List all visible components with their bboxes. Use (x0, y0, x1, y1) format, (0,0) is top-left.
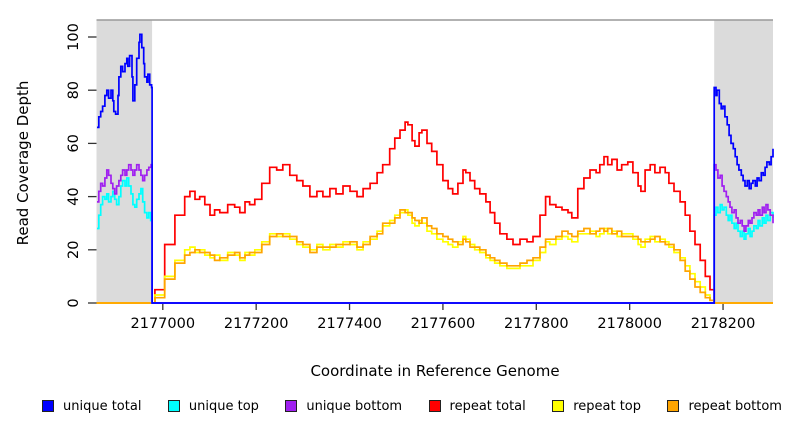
y-tick-label: 60 (66, 134, 82, 152)
series-line-repeat-total (96, 121, 773, 304)
legend-swatch-icon (167, 400, 180, 412)
legend-item-repeat-top: repeat top (552, 399, 641, 414)
legend-item-unique-bottom: unique bottom (285, 399, 402, 414)
y-tick-label: 80 (66, 81, 82, 99)
coverage-series-lines (96, 33, 774, 304)
legend-swatch-icon (667, 400, 680, 412)
series-line-unique-top (97, 177, 774, 304)
legend-item-unique-top: unique top (167, 398, 259, 414)
x-tick-label: 2177200 (224, 316, 289, 332)
legend-swatch-icon (552, 400, 565, 412)
x-tick-label: 2177600 (411, 316, 476, 332)
y-tick-label: 20 (66, 241, 82, 259)
shaded-region-right (714, 20, 773, 303)
axis-ticks: 0 20 40 60 80 100 2177000 2177200 2177400 2177600… (66, 23, 755, 332)
legend-label: repeat total (449, 398, 526, 414)
legend-label: unique top (188, 398, 259, 414)
y-axis-title: Read Coverage Depth (14, 80, 32, 246)
y-tick-label: 100 (66, 23, 82, 51)
legend-label: unique bottom (306, 398, 403, 414)
legend-label: repeat bottom (688, 398, 782, 414)
legend-item-unique-total: unique total (42, 399, 141, 414)
legend-label: repeat top (573, 398, 641, 414)
legend-item-repeat-bottom: repeat bottom (667, 399, 782, 414)
x-tick-label: 2178000 (597, 316, 662, 332)
x-axis-title: Coordinate in Reference Genome (310, 362, 560, 380)
series-line-unique-total (97, 33, 774, 304)
legend-swatch-icon (42, 400, 54, 412)
x-tick-label: 2177800 (504, 316, 569, 332)
legend: unique total unique top unique bottom repea… (42, 395, 782, 417)
shaded-repeat-boundary-regions (96, 20, 773, 303)
x-tick-label: 2177000 (131, 316, 196, 332)
y-tick-label: 40 (66, 187, 82, 205)
legend-swatch-icon (428, 400, 441, 412)
y-tick-label: 0 (66, 298, 82, 307)
series-line-repeat-top (96, 209, 773, 304)
legend-label: unique total (63, 398, 142, 414)
series-line-repeat-bottom (96, 209, 773, 304)
legend-item-repeat-total: repeat total (428, 398, 526, 414)
x-tick-label: 2178200 (691, 316, 756, 332)
x-tick-label: 2177400 (317, 316, 382, 332)
legend-swatch-icon (285, 400, 298, 412)
